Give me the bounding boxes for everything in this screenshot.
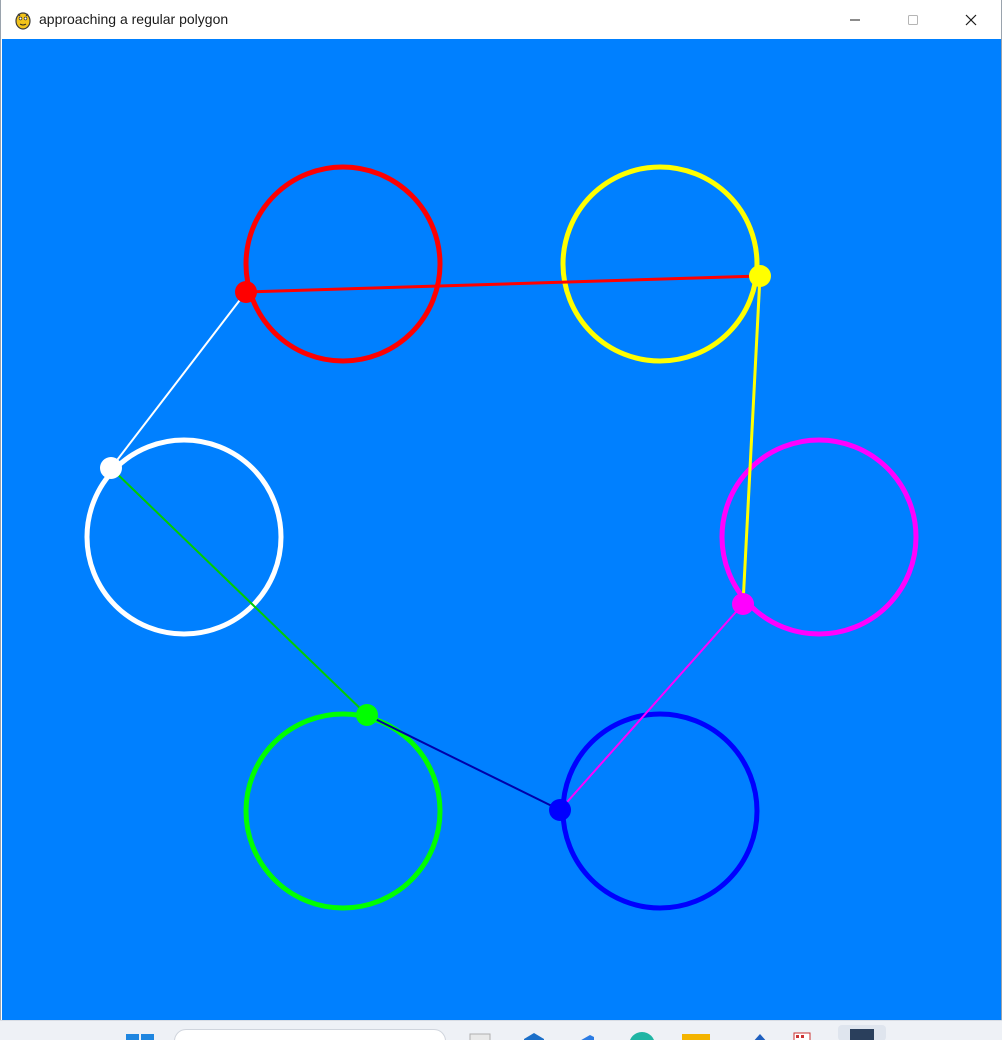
file-icon[interactable]	[468, 1030, 492, 1040]
red-point	[235, 281, 257, 303]
window-title: approaching a regular polygon	[39, 11, 229, 27]
close-button[interactable]	[942, 0, 1000, 39]
maximize-button[interactable]	[884, 0, 942, 39]
blue-line	[366, 714, 561, 811]
minimize-button[interactable]	[826, 0, 884, 39]
green-point	[356, 704, 378, 726]
edge-icon[interactable]	[628, 1030, 656, 1040]
pygame-snake-icon	[13, 10, 33, 30]
search-box[interactable]	[174, 1029, 446, 1040]
active-app-icon[interactable]	[838, 1025, 886, 1040]
white-circle	[84, 437, 284, 637]
magenta-point	[732, 593, 754, 615]
red-line	[245, 274, 761, 294]
close-icon	[965, 14, 977, 26]
blue-point	[549, 799, 571, 821]
magenta-line	[559, 603, 744, 811]
green-line	[110, 467, 368, 716]
title-bar[interactable]: approaching a regular polygon	[1, 0, 1001, 39]
app-icon-2[interactable]	[572, 1030, 596, 1040]
minimize-icon	[849, 14, 861, 26]
white-point	[100, 457, 122, 479]
yellow-point	[749, 265, 771, 287]
red-circle	[243, 164, 443, 364]
store-icon[interactable]	[748, 1030, 772, 1040]
polygon-scene	[84, 164, 919, 911]
office-icon[interactable]	[792, 1030, 812, 1040]
folder-icon[interactable]	[680, 1030, 712, 1040]
app-icon-1[interactable]	[522, 1030, 546, 1040]
blue-circle	[560, 711, 760, 911]
pygame-canvas[interactable]	[2, 39, 1001, 1020]
green-circle	[243, 711, 443, 911]
taskbar	[0, 1020, 1002, 1040]
yellow-circle	[560, 164, 760, 364]
magenta-circle	[719, 437, 919, 637]
windows-start-icon[interactable]	[126, 1030, 154, 1040]
maximize-icon	[907, 14, 919, 26]
yellow-line	[741, 275, 762, 605]
white-line	[110, 291, 247, 469]
